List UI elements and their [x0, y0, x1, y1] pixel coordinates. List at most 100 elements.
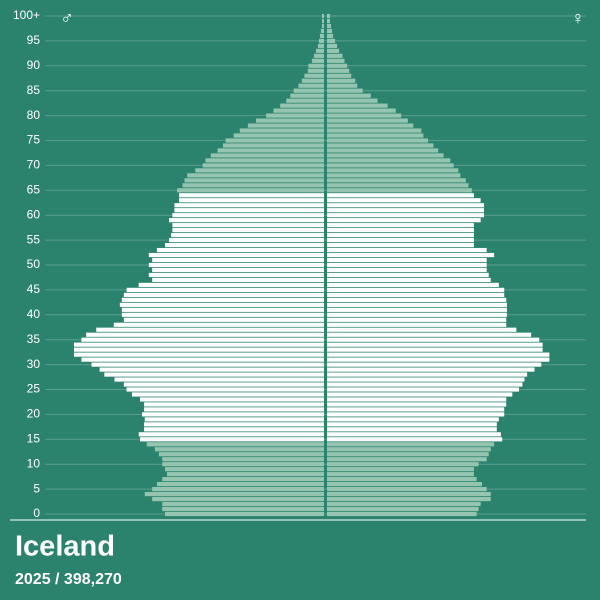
bar: [327, 252, 495, 258]
bar: [327, 422, 497, 427]
y-tick-label: 60: [27, 207, 41, 221]
bar: [174, 208, 324, 213]
bar: [319, 33, 324, 39]
bar: [162, 477, 324, 482]
bar: [327, 387, 520, 392]
bar: [148, 272, 324, 278]
bar: [233, 133, 324, 138]
bar: [298, 83, 324, 88]
bar: [114, 377, 324, 382]
y-tick-label: 45: [27, 282, 41, 296]
bar: [179, 193, 324, 198]
y-tick-label: 15: [27, 431, 41, 445]
bar: [327, 148, 439, 153]
bar: [169, 238, 324, 243]
bar: [327, 367, 535, 372]
bar: [142, 412, 324, 417]
bar: [113, 322, 324, 327]
bar: [327, 506, 479, 512]
bar: [146, 442, 324, 447]
bar: [162, 462, 324, 467]
bar: [327, 33, 334, 39]
bar: [162, 501, 324, 507]
bar: [280, 103, 324, 108]
bar: [202, 163, 324, 168]
bar: [327, 228, 474, 233]
bar: [126, 287, 325, 292]
bar: [225, 138, 324, 143]
bar: [327, 238, 474, 243]
bar: [327, 347, 543, 352]
bar: [152, 496, 324, 502]
bar: [327, 317, 507, 322]
y-tick-label: 25: [27, 382, 41, 396]
bar: [317, 43, 324, 48]
bar: [156, 247, 324, 253]
bar: [327, 13, 331, 19]
bar: [327, 432, 501, 437]
bar: [327, 482, 482, 487]
bar: [327, 332, 532, 337]
bar: [121, 312, 325, 317]
bar: [74, 352, 324, 357]
y-tick-label: 65: [27, 182, 41, 196]
bar: [327, 307, 507, 312]
bar: [172, 228, 324, 233]
bar: [144, 422, 324, 427]
bar: [182, 183, 324, 188]
bar: [327, 467, 474, 472]
bar: [148, 252, 324, 258]
bar: [327, 88, 363, 93]
bar: [304, 73, 324, 78]
bar: [327, 183, 469, 188]
bar: [210, 153, 324, 158]
bar: [104, 372, 324, 377]
bar: [327, 73, 352, 78]
bar: [327, 193, 474, 198]
bar: [327, 213, 485, 218]
bar: [174, 203, 324, 208]
bar: [327, 501, 481, 507]
bar: [327, 447, 491, 452]
bar: [123, 317, 324, 322]
bar: [327, 262, 487, 268]
y-tick-label: 55: [27, 232, 41, 246]
bar: [247, 123, 324, 128]
bar: [327, 442, 495, 447]
bar: [140, 437, 324, 442]
bar: [293, 88, 324, 93]
y-tick-label: 35: [27, 332, 41, 346]
bar: [286, 98, 324, 103]
bar: [327, 427, 497, 432]
bar: [138, 432, 324, 437]
bar: [123, 292, 324, 297]
bar: [327, 168, 459, 173]
bar: [327, 218, 481, 223]
bar: [255, 118, 324, 123]
legend-male: ♂: [60, 8, 74, 28]
bar: [239, 128, 324, 133]
bar: [327, 198, 481, 203]
bar: [169, 218, 324, 223]
bar: [144, 407, 324, 412]
bar: [327, 302, 507, 307]
bar: [327, 103, 388, 108]
bar: [74, 342, 324, 347]
bar: [327, 18, 331, 24]
bar: [327, 68, 350, 73]
y-tick-label: 30: [27, 357, 41, 371]
bar: [158, 452, 324, 457]
bar: [327, 43, 338, 48]
bar: [327, 407, 505, 412]
bar: [327, 392, 513, 397]
bar: [327, 472, 474, 477]
bar: [327, 28, 333, 34]
bar: [321, 18, 324, 24]
bar: [327, 457, 487, 462]
bar: [327, 178, 466, 183]
bar: [327, 223, 474, 228]
bar: [172, 223, 324, 228]
bar: [195, 168, 324, 173]
y-tick-label: 5: [33, 481, 40, 495]
